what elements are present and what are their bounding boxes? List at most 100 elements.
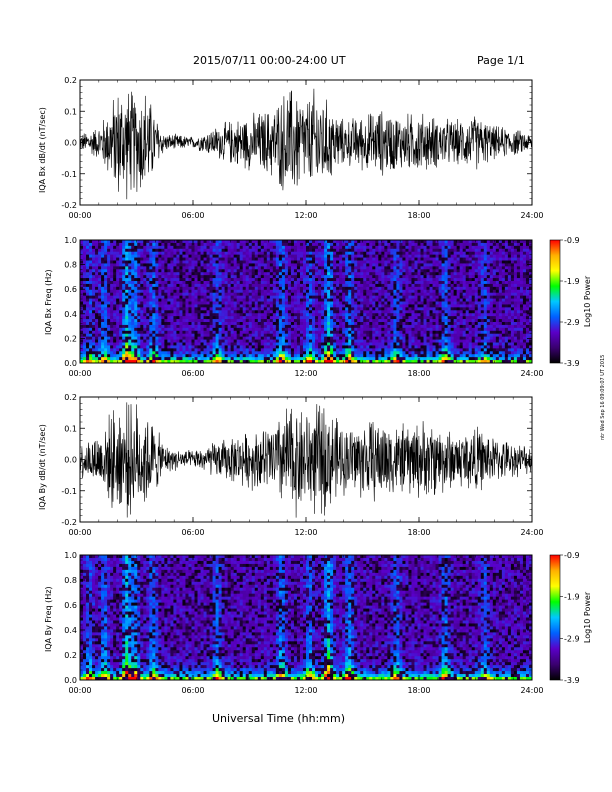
spectrogram-cell: [393, 292, 397, 296]
spectrogram-cell: [224, 254, 228, 258]
spectrogram-cell: [86, 336, 90, 340]
spectrogram-cell: [110, 286, 114, 291]
spectrogram-cell: [212, 298, 216, 302]
spectrogram-cell: [176, 327, 180, 332]
spectrogram-cell: [269, 319, 274, 323]
spectrogram-cell: [80, 254, 84, 258]
spectrogram-cell: [122, 324, 126, 329]
spectrogram-cell: [146, 351, 150, 355]
spectrogram-cell: [146, 248, 150, 253]
spectrogram-cell: [330, 357, 334, 361]
spectrogram-cell: [375, 348, 379, 352]
spectrogram-cell: [239, 336, 244, 340]
spectrogram-cell: [119, 342, 123, 346]
spectrogram-cell: [248, 295, 253, 299]
spectrogram-cell: [306, 298, 310, 302]
spectrogram-cell: [363, 322, 367, 326]
spectrogram-cell: [348, 248, 352, 253]
spectrogram-cell: [296, 289, 301, 294]
spectrogram-cell: [242, 319, 247, 323]
page-title: 2015/07/11 00:00-24:00 UT: [193, 54, 346, 67]
spectrogram-cell: [80, 351, 84, 355]
spectrogram-cell: [170, 295, 174, 299]
spectrogram-cell: [333, 336, 337, 340]
spectrogram-cell: [116, 339, 120, 343]
spectrogram-cell: [327, 319, 331, 323]
spectrogram-cell: [134, 283, 138, 288]
spectrogram-cell: [188, 272, 192, 276]
spectrogram-cell: [426, 330, 430, 335]
spectrogram-cell: [272, 283, 277, 288]
spectrogram-cell: [354, 316, 358, 320]
spectrogram-cell: [173, 342, 177, 346]
spectrogram-cell: [321, 266, 325, 270]
spectrogram-cell: [179, 266, 183, 270]
spectrogram-cell: [312, 245, 316, 250]
spectrogram-cell: [122, 283, 126, 288]
spectrogram-cell: [152, 257, 156, 261]
spectrogram-cell: [161, 319, 165, 323]
spectrogram-cell: [321, 357, 325, 361]
spectrogram-cell: [164, 354, 168, 358]
spectrogram-cell: [384, 269, 388, 273]
spectrogram-cell: [302, 245, 307, 250]
spectrogram-cell: [242, 322, 247, 326]
spectrogram-cell: [83, 351, 87, 355]
spectrogram-cell: [408, 322, 412, 326]
spectrogram-cell: [293, 336, 298, 340]
spectrogram-cell: [339, 286, 343, 291]
spectrogram-cell: [128, 242, 132, 247]
spectrogram-cell: [290, 336, 295, 340]
spectrogram-cell: [128, 298, 132, 302]
spectrogram-cell: [203, 360, 207, 364]
spectrogram-cell: [284, 272, 289, 276]
spectrogram-cell: [188, 286, 192, 291]
spectrogram-cell: [426, 283, 430, 288]
spectrogram-cell: [227, 319, 231, 323]
spectrogram-cell: [272, 251, 277, 255]
spectrogram-cell: [366, 251, 370, 255]
spectrogram-cell: [113, 342, 117, 346]
spectrogram-cell: [113, 286, 117, 291]
spectrogram-cell: [176, 283, 180, 288]
spectrogram-cell: [104, 339, 108, 343]
spectrogram-cell: [149, 269, 153, 273]
spectrogram-cell: [191, 336, 195, 340]
spectrogram-cell: [122, 316, 126, 320]
spectrogram-cell: [414, 251, 418, 255]
spectrogram-cell: [128, 324, 132, 329]
spectrogram-cell: [272, 281, 277, 285]
spectrogram-cell: [312, 313, 316, 317]
spectrogram-cell: [179, 298, 183, 302]
spectrogram-cell: [309, 257, 313, 261]
spectrogram-cell: [342, 283, 346, 288]
spectrogram-cell: [405, 289, 409, 294]
spectrogram-cell: [140, 307, 144, 311]
spectrogram-cell: [119, 240, 123, 244]
spectrogram-cell: [293, 289, 298, 294]
spectrogram-cell: [161, 263, 165, 267]
spectrogram-cell: [110, 322, 114, 326]
spectrogram-cell: [239, 251, 244, 255]
spectrogram-cell: [239, 354, 244, 358]
spectrogram-cell: [89, 266, 93, 270]
spectrogram-cell: [390, 357, 394, 361]
spectrogram-cell: [215, 245, 219, 250]
spectrogram-cell: [363, 333, 367, 337]
spectrogram-cell: [152, 295, 156, 299]
spectrogram-cell: [318, 254, 322, 258]
spectrogram-cell: [248, 286, 253, 291]
spectrogram-cell: [218, 269, 222, 273]
spectrogram-cell: [372, 301, 376, 305]
spectrogram-cell: [354, 345, 358, 349]
spectrogram-cell: [315, 327, 319, 332]
spectrogram-cell: [366, 360, 370, 364]
spectrogram-cell: [122, 298, 126, 302]
spectrogram-cell: [182, 319, 186, 323]
spectrogram-cell: [80, 248, 84, 253]
spectrogram-cell: [375, 310, 379, 314]
spectrogram-cell: [197, 333, 201, 337]
spectrogram-cell: [414, 260, 418, 264]
spectrogram-cell: [345, 345, 349, 349]
spectrogram-cell: [357, 307, 361, 311]
